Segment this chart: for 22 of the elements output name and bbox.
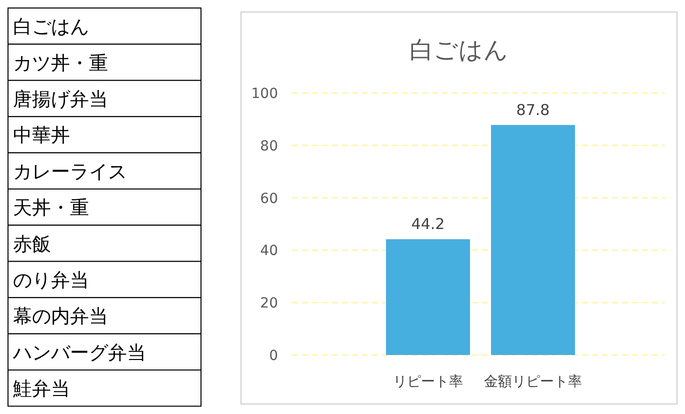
y-tick-label: 40: [260, 243, 278, 260]
text: カツ丼・重: [13, 52, 108, 74]
y-tick-label: 80: [260, 138, 278, 154]
y-tick-label: 100: [251, 86, 278, 102]
text: ハンバーグ弁当: [12, 342, 146, 364]
x-tick-label: 金額リピート率: [484, 374, 582, 390]
x-tick-label: リピート率: [393, 374, 463, 390]
y-tick-label: 20: [260, 296, 278, 312]
data-label: 44.2: [411, 215, 445, 234]
data-label: 87.8: [516, 100, 550, 119]
text: 赤飯: [13, 233, 51, 256]
y-tick-label: 60: [260, 190, 278, 207]
text: 天丼・重: [13, 197, 89, 220]
text: カレーライス: [13, 160, 127, 183]
text: 鮭弁当: [13, 378, 70, 400]
text: のり弁当: [13, 270, 89, 292]
text: 唐揚げ弁当: [13, 88, 108, 110]
y-tick-label: 0: [269, 348, 278, 364]
text: 中華丼: [13, 124, 70, 147]
text: 白ごはん: [13, 16, 89, 38]
text: 幕の内弁当: [13, 306, 108, 328]
chart-title: 白ごはん: [410, 36, 508, 64]
